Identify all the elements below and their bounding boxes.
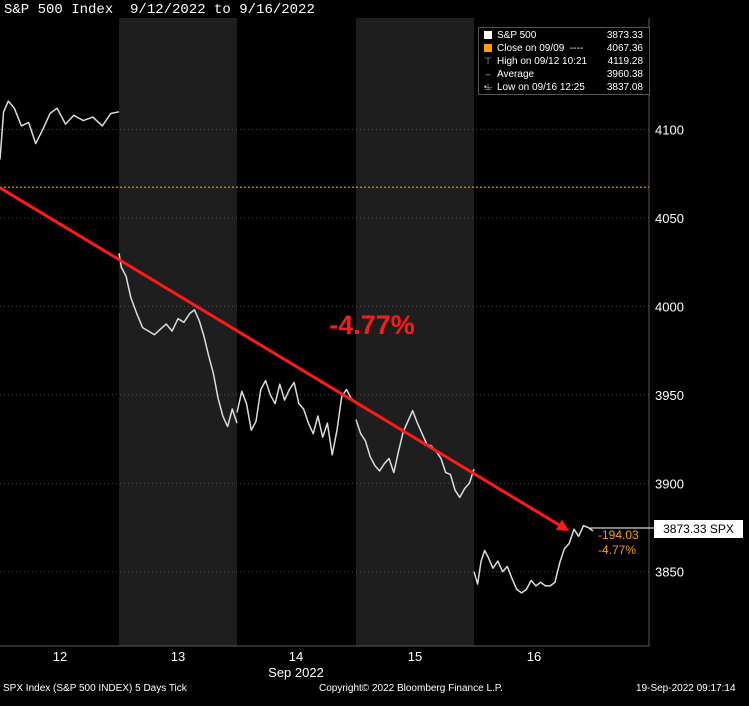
price-line-session xyxy=(236,379,357,456)
legend-item-sp500: S&P 500 3873.33 xyxy=(483,29,647,42)
footer-copyright: Copyright© 2022 Bloomberg Finance L.P. xyxy=(319,683,503,694)
price-line-session xyxy=(473,524,594,594)
legend: S&P 500 3873.33 Close on 09/09 ---- 4067… xyxy=(478,27,650,95)
high-tick-icon: ⊤ xyxy=(484,56,492,66)
trend-arrow-head xyxy=(555,519,570,532)
x-axis-label: Sep 2022 xyxy=(268,665,324,680)
legend-value: 3960.38 xyxy=(606,69,643,80)
white-square-icon xyxy=(484,31,492,39)
y-tick-label: 4100 xyxy=(655,122,684,137)
price-line-session xyxy=(355,409,475,499)
legend-value: 3873.33 xyxy=(606,30,643,41)
grid-lines xyxy=(0,128,649,573)
price-line-session xyxy=(0,100,120,160)
x-axis-ticks: 12 13 14 15 16 xyxy=(53,649,541,664)
x-tick-label: 13 xyxy=(171,649,185,664)
legend-item-high: ⊤ High on 09/12 10:21 4119.28 xyxy=(483,55,647,68)
footer-timestamp: 19-Sep-2022 09:17:14 xyxy=(636,683,736,694)
x-tick-label: 16 xyxy=(527,649,541,664)
change-annotation: -4.77% xyxy=(329,310,415,340)
legend-item-close: Close on 09/09 ---- 4067.36 xyxy=(483,42,647,55)
legend-value: 4067.36 xyxy=(606,43,643,54)
trend-arrow xyxy=(0,186,570,532)
price-series xyxy=(0,100,594,594)
price-change: -194.03 xyxy=(598,528,639,542)
legend-label: High on 09/12 10:21 xyxy=(497,56,588,67)
legend-item-low: ⊥ Low on 09/16 12:25 3837.08 xyxy=(483,81,647,94)
average-icon: ‒•‒ xyxy=(483,69,493,92)
low-tick-icon: ⊥ xyxy=(484,82,492,92)
legend-value: 3837.08 xyxy=(606,82,643,93)
legend-value: 4119.28 xyxy=(607,56,643,67)
legend-label: Average xyxy=(497,69,535,80)
legend-label: Low on 09/16 12:25 xyxy=(497,82,585,93)
session-shade xyxy=(119,18,237,646)
last-price-tag: 3873.33 SPX xyxy=(654,520,743,538)
x-tick-label: 15 xyxy=(408,649,422,664)
x-tick-label: 12 xyxy=(53,649,67,664)
y-tick-label: 3950 xyxy=(655,388,684,403)
y-tick-label: 3900 xyxy=(655,476,684,491)
chart-title: S&P 500 Index 9/12/2022 to 9/16/2022 xyxy=(4,2,315,18)
orange-square-icon xyxy=(484,44,492,52)
legend-item-average: ‒•‒ Average 3960.38 xyxy=(483,68,647,92)
legend-label: Close on 09/09 ---- xyxy=(497,43,584,54)
trend-arrow-shaft xyxy=(0,186,560,527)
x-tick-label: 14 xyxy=(289,649,303,664)
footer-security: SPX Index (S&P 500 INDEX) 5 Days Tick xyxy=(3,683,187,694)
session-shading xyxy=(119,18,474,646)
y-tick-label: 4000 xyxy=(655,299,684,314)
y-tick-label: 4050 xyxy=(655,211,684,226)
price-line-session xyxy=(118,253,238,428)
price-change-percent: -4.77% xyxy=(598,543,637,557)
session-shade xyxy=(356,18,474,646)
legend-label: S&P 500 xyxy=(497,30,537,41)
y-tick-label: 3850 xyxy=(655,565,684,580)
y-axis-ticks: 3850 3900 3950 4000 4050 4100 xyxy=(655,122,684,579)
